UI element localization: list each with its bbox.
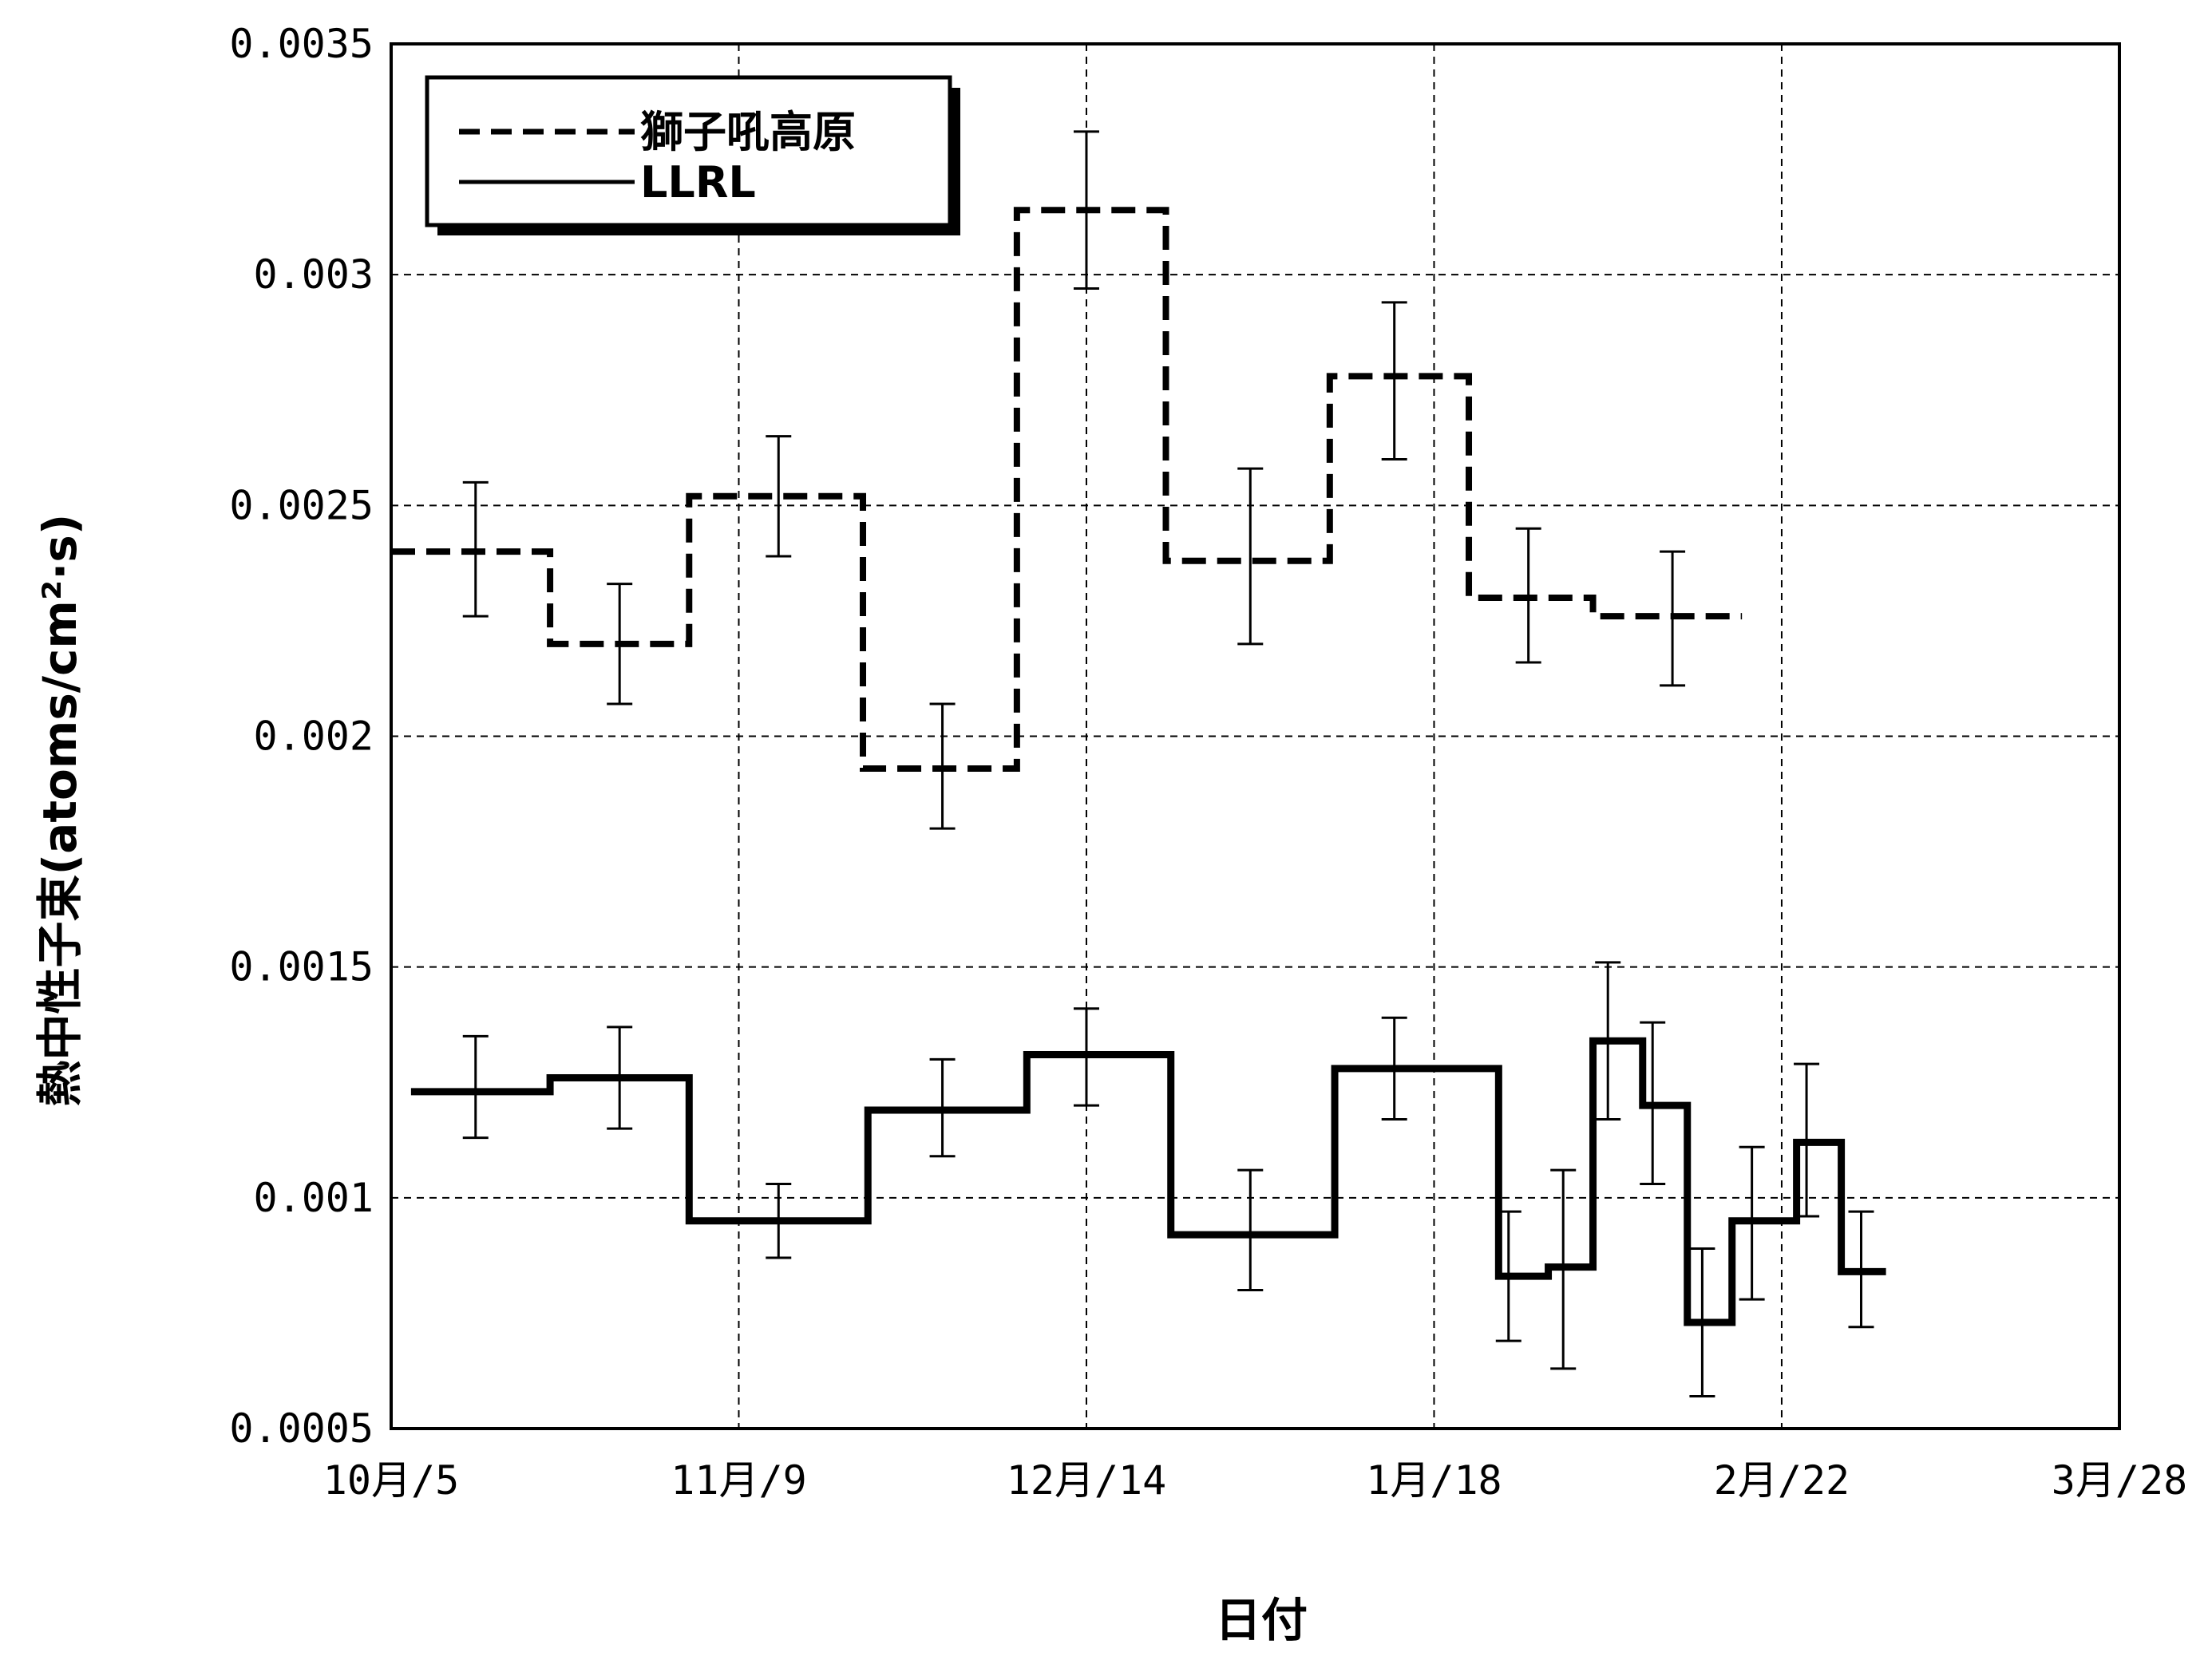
error-bar-1-4	[1073, 1007, 1099, 1107]
y-axis-title: 熱中性子束(atoms/cm²·s)	[33, 514, 87, 1107]
error-bar-0-5	[1237, 467, 1264, 646]
y-axis-ticks: 0.0005 0.001 0.0015 0.002 0.0025 0.003 0.0035	[229, 21, 374, 1452]
y-tick-label-2: 0.0015	[229, 944, 374, 990]
error-bar-1-11	[1689, 1247, 1715, 1398]
error-bar-0-0	[462, 480, 489, 618]
error-bar-0-4	[1073, 130, 1099, 291]
error-bar-1-1	[607, 1026, 633, 1130]
error-bar-0-2	[766, 435, 792, 558]
x-axis-ticks: 10月/5 11月/9 12月/14 1月/18 2月/22 3月/28	[323, 1457, 2187, 1504]
error-bar-0-7	[1515, 527, 1541, 664]
error-bar-1-13	[1794, 1062, 1820, 1218]
error-bar-1-5	[1237, 1168, 1264, 1291]
legend: 獅子吼高原 LLRL	[425, 75, 960, 235]
series-layer	[391, 130, 1886, 1398]
series-line-0	[391, 207, 1743, 772]
plot-frame	[390, 42, 2121, 1430]
y-tick-label-1: 0.001	[253, 1175, 374, 1221]
error-bar-1-10	[1640, 1021, 1666, 1185]
error-bar-0-6	[1381, 301, 1407, 460]
legend-label-1: LLRL	[640, 157, 756, 208]
error-bar-1-2	[766, 1182, 792, 1259]
x-tick-label-5: 3月/28	[2052, 1457, 2187, 1504]
x-tick-label-4: 2月/22	[1714, 1457, 1850, 1504]
error-bar-1-12	[1739, 1145, 1765, 1301]
legend-box	[425, 75, 952, 227]
x-axis-title: 日付	[1215, 1593, 1308, 1647]
y-tick-label-3: 0.002	[253, 713, 374, 760]
y-tick-label-5: 0.003	[253, 251, 374, 298]
error-bar-0-8	[1660, 550, 1686, 687]
x-tick-label-3: 1月/18	[1366, 1457, 1502, 1504]
x-tick-label-0: 10月/5	[323, 1457, 459, 1504]
x-tick-label-1: 11月/9	[671, 1457, 806, 1504]
series-line-1	[410, 1037, 1886, 1326]
error-bar-1-6	[1381, 1016, 1407, 1121]
error-bar-1-0	[462, 1034, 489, 1140]
y-tick-label-6: 0.0035	[229, 21, 374, 67]
error-bar-1-7	[1495, 1210, 1521, 1342]
legend-label-0: 獅子吼高原	[640, 107, 856, 157]
error-bar-1-9	[1595, 961, 1621, 1121]
grid-lines	[391, 44, 2119, 1429]
x-tick-label-2: 12月/14	[1007, 1457, 1167, 1504]
y-tick-label-4: 0.0025	[229, 482, 374, 528]
error-bar-0-3	[929, 702, 956, 830]
error-bar-1-8	[1550, 1168, 1577, 1370]
error-bar-1-14	[1848, 1210, 1874, 1329]
y-tick-label-0: 0.0005	[229, 1405, 374, 1452]
error-bar-1-3	[929, 1057, 956, 1158]
error-bar-0-1	[607, 583, 633, 706]
